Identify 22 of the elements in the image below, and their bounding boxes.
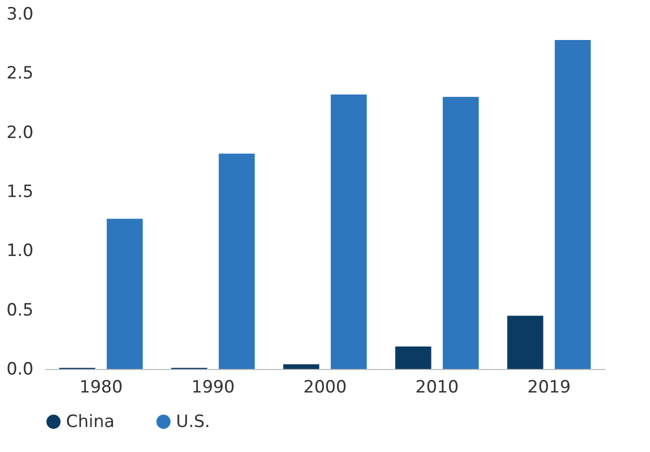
bar	[330, 94, 367, 369]
bar	[283, 364, 320, 369]
bar	[442, 96, 479, 369]
y-tick-label: 2.5	[6, 64, 34, 84]
x-tick-label: 2010	[415, 378, 459, 398]
x-tick-label: 1980	[79, 378, 123, 398]
legend-label: China	[66, 412, 115, 432]
bar	[395, 346, 432, 369]
bar	[106, 218, 143, 369]
bar	[554, 40, 591, 369]
y-tick-label: 2.0	[6, 122, 34, 143]
y-tick-label: 1.5	[6, 182, 34, 202]
y-tick-label: 0.0	[6, 360, 34, 380]
y-tick-label: 0.5	[6, 300, 34, 320]
x-tick-label: 2019	[527, 378, 571, 398]
y-tick-label: 1.0	[6, 241, 34, 262]
bar	[218, 154, 255, 369]
bar	[507, 316, 544, 369]
x-tick-label: 2000	[303, 378, 347, 398]
x-tick-label: 1990	[191, 378, 235, 398]
legend-label: U.S.	[176, 412, 210, 432]
y-tick-label: 3.0	[6, 4, 34, 24]
